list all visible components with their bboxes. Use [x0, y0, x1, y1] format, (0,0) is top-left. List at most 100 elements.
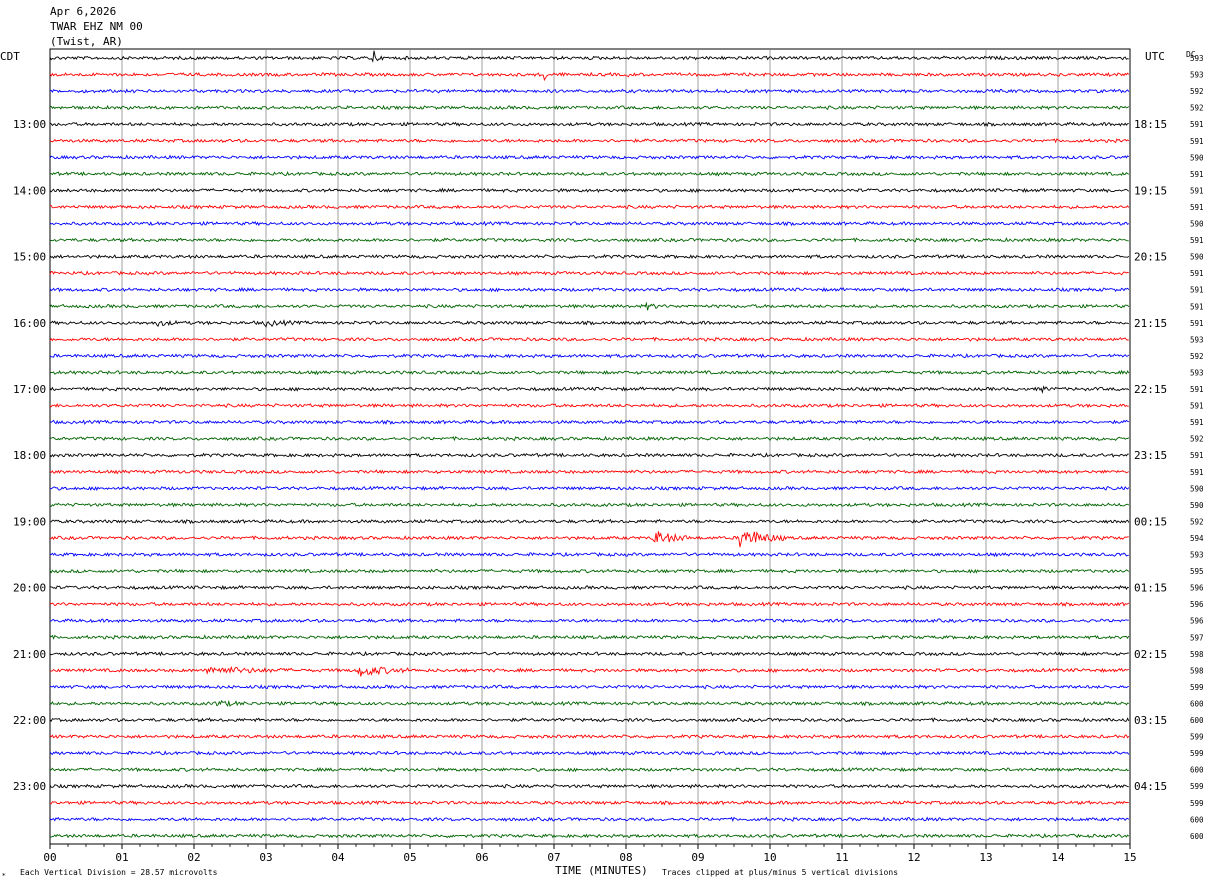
corner-mark-icon: ⁎ — [2, 870, 6, 878]
station-code: TWAR EHZ NM 00 — [50, 20, 143, 33]
trace-line — [49, 71, 1130, 82]
trace-line — [49, 518, 1130, 525]
dc-offset-label: 591 — [1190, 319, 1204, 328]
dc-offset-label: 600 — [1190, 716, 1204, 725]
trace-line — [49, 88, 1130, 94]
station-location: (Twist, AR) — [50, 35, 123, 48]
dc-offset-label: 590 — [1190, 501, 1204, 510]
dc-offset-label: 600 — [1190, 832, 1204, 841]
trace-line — [49, 551, 1129, 558]
right-time-label: 18:15 — [1134, 118, 1167, 131]
dc-offset-label: 599 — [1190, 749, 1204, 758]
x-axis-title: TIME (MINUTES) — [555, 864, 648, 877]
trace-line — [49, 319, 1130, 328]
dc-offset-label: 590 — [1190, 484, 1204, 493]
x-tick-label: 08 — [619, 851, 632, 864]
x-tick-label: 00 — [43, 851, 56, 864]
dc-offset-label: 592 — [1190, 87, 1204, 96]
dc-offset-label: 591 — [1190, 236, 1204, 245]
dc-offset-label: 590 — [1190, 253, 1204, 262]
dc-offset-label: 592 — [1190, 104, 1204, 113]
trace-line — [49, 584, 1129, 591]
x-tick-label: 11 — [835, 851, 848, 864]
x-tick-label: 13 — [979, 851, 992, 864]
trace-line — [49, 750, 1130, 756]
dc-offset-label: 593 — [1190, 335, 1204, 344]
dc-offset-label: 593 — [1190, 368, 1204, 377]
x-tick-label: 09 — [691, 851, 704, 864]
x-tick-label: 03 — [259, 851, 272, 864]
dc-offset-label: 591 — [1190, 468, 1204, 477]
trace-line — [49, 353, 1130, 359]
trace-line — [49, 568, 1130, 574]
dc-offset-label: 594 — [1190, 534, 1204, 543]
left-time-label: 23:00 — [13, 780, 46, 793]
trace-line — [49, 502, 1130, 508]
dc-offset-label: 591 — [1190, 418, 1204, 427]
left-time-label: 13:00 — [13, 118, 46, 131]
trace-line — [49, 369, 1130, 376]
trace-line — [49, 800, 1129, 806]
dc-offset-label: 598 — [1190, 666, 1204, 675]
dc-offset-label: 591 — [1190, 170, 1204, 179]
trace-line — [49, 253, 1130, 260]
dc-offset-label: 600 — [1190, 699, 1204, 708]
trace-line — [49, 301, 1130, 311]
trace-line — [49, 50, 1129, 63]
dc-offset-label: 599 — [1190, 782, 1204, 791]
trace-line — [49, 452, 1129, 458]
trace-line — [49, 733, 1130, 740]
plot-frame — [49, 48, 1131, 845]
left-time-label: 14:00 — [13, 184, 46, 197]
dc-offset-label: 591 — [1190, 385, 1204, 394]
dc-offset-label: 593 — [1190, 54, 1204, 63]
trace-line — [49, 204, 1130, 210]
trace-line — [49, 419, 1129, 425]
x-tick-label: 07 — [547, 851, 560, 864]
right-time-label: 00:15 — [1134, 515, 1167, 528]
trace-line — [49, 385, 1130, 394]
dc-offset-label: 599 — [1190, 683, 1204, 692]
dc-offset-label: 590 — [1190, 220, 1204, 229]
trace-line — [49, 237, 1129, 243]
trace-line — [49, 402, 1129, 409]
trace-line — [49, 104, 1130, 111]
dc-offset-label: 591 — [1190, 203, 1204, 212]
right-time-label: 04:15 — [1134, 780, 1167, 793]
dc-offset-label: 595 — [1190, 567, 1204, 576]
right-time-label: 02:15 — [1134, 648, 1167, 661]
right-time-label: 23:15 — [1134, 449, 1167, 462]
left-time-label: 20:00 — [13, 582, 46, 595]
right-time-label: 01:15 — [1134, 582, 1167, 595]
dc-offset-label: 596 — [1190, 617, 1204, 626]
dc-offset-label: 593 — [1190, 71, 1204, 80]
trace-line — [49, 699, 1130, 707]
x-tick-label: 12 — [907, 851, 920, 864]
dc-offset-label: 599 — [1190, 733, 1204, 742]
dc-offset-label: 591 — [1190, 269, 1204, 278]
x-tick-label: 14 — [1051, 851, 1065, 864]
x-tick-label: 01 — [115, 851, 128, 864]
right-time-label: 19:15 — [1134, 184, 1167, 197]
trace-line — [49, 138, 1130, 144]
dc-offset-label: 590 — [1190, 153, 1204, 162]
dc-offset-label: 598 — [1190, 650, 1204, 659]
trace-line — [49, 650, 1129, 657]
trace-line — [49, 833, 1130, 839]
dc-offset-label: 592 — [1190, 517, 1204, 526]
left-time-label: 21:00 — [13, 648, 46, 661]
left-time-label: 18:00 — [13, 449, 46, 462]
dc-offset-label: 591 — [1190, 402, 1204, 411]
trace-line — [49, 816, 1130, 822]
trace-line — [49, 601, 1130, 608]
trace-line — [49, 618, 1129, 624]
x-tick-label: 10 — [763, 851, 776, 864]
dc-offset-label: 592 — [1190, 352, 1204, 361]
trace-line — [49, 468, 1129, 475]
x-tick-label: 06 — [475, 851, 488, 864]
x-tick-label: 04 — [331, 851, 345, 864]
dc-offset-label: 591 — [1190, 120, 1204, 129]
plot-date: Apr 6,2026 — [50, 5, 117, 18]
dc-offset-label: 600 — [1190, 815, 1204, 824]
